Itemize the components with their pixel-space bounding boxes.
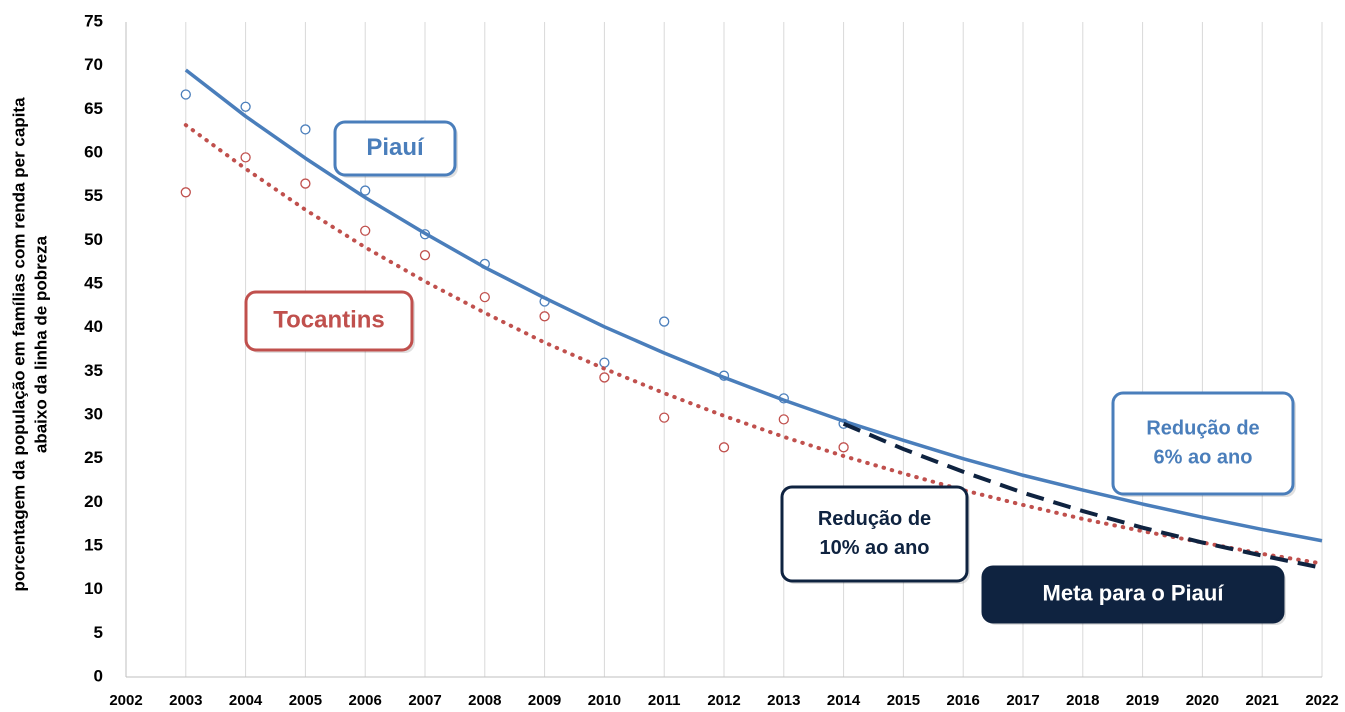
x-tick-label: 2019	[1126, 692, 1159, 709]
annotation: Redução de 10% ao ano	[780, 485, 970, 584]
annotation-text: Tocantins	[273, 306, 385, 333]
x-tick-label: 2018	[1066, 692, 1099, 709]
y-tick-label: 65	[84, 99, 103, 118]
y-tick-label: 25	[84, 448, 103, 467]
x-tick-label: 2006	[349, 692, 382, 709]
y-tick-label: 70	[84, 55, 103, 74]
x-tick-label: 2010	[588, 692, 621, 709]
annotation-box	[1111, 391, 1295, 496]
x-tick-label: 2007	[408, 692, 441, 709]
data-point	[659, 316, 670, 327]
y-tick-label: 40	[84, 317, 103, 336]
data-point	[180, 187, 191, 198]
trend-line	[183, 123, 1324, 566]
y-tick-label: 5	[94, 623, 103, 642]
x-tick-label: 2002	[109, 692, 142, 709]
annotation-box	[244, 290, 414, 352]
y-tick-label: 20	[84, 492, 103, 511]
annotation-box	[981, 565, 1285, 624]
x-tick-label: 2013	[767, 692, 800, 709]
y-tick-label: 0	[94, 666, 103, 685]
data-point	[240, 152, 251, 163]
data-point	[360, 185, 371, 196]
y-tick-label: 30	[84, 404, 103, 423]
y-tick-label: 35	[84, 361, 103, 380]
annotation-box	[780, 485, 969, 583]
x-tick-label: 2021	[1246, 692, 1279, 709]
data-point	[659, 412, 670, 423]
data-point	[599, 357, 610, 368]
x-tick-label: 2012	[707, 692, 740, 709]
y-tick-label: 55	[84, 186, 103, 205]
annotation: Tocantins	[244, 290, 415, 353]
data-point	[180, 89, 191, 100]
annotation-text: 6% ao ano	[1154, 446, 1253, 468]
data-point	[419, 250, 431, 261]
x-tick-label: 2014	[827, 692, 861, 709]
data-point	[240, 101, 251, 112]
data-point	[360, 225, 371, 236]
data-point	[718, 442, 730, 453]
y-axis-label: abaixo da linha de pobreza	[31, 235, 50, 453]
x-tick-label: 2005	[289, 692, 322, 709]
trend-line	[842, 421, 1323, 570]
annotation-text: Meta para o Piauí	[1043, 580, 1225, 605]
annotation: Redução de 6% ao ano	[1111, 391, 1296, 497]
data-point	[838, 442, 849, 453]
annotation-box	[333, 120, 457, 177]
annotation: Meta para o Piauí	[981, 565, 1286, 625]
x-tick-label: 2003	[169, 692, 202, 709]
x-tick-label: 2009	[528, 692, 561, 709]
y-tick-label: 60	[84, 142, 103, 161]
y-tick-label: 15	[84, 535, 103, 554]
x-tick-label: 2020	[1186, 692, 1219, 709]
y-axis-label: porcentagem da população em famílias com…	[9, 97, 28, 592]
annotation-text: 10% ao ano	[819, 537, 929, 559]
annotation-text: Redução de	[1146, 417, 1259, 439]
x-tick-label: 2022	[1305, 692, 1338, 709]
data-point	[599, 372, 610, 383]
y-tick-label: 50	[84, 230, 103, 249]
data-point	[300, 124, 311, 135]
x-tick-label: 2008	[468, 692, 501, 709]
data-point	[539, 311, 550, 322]
x-tick-label: 2004	[229, 692, 263, 709]
annotation: Piauí	[333, 120, 458, 178]
x-tick-label: 2011	[648, 692, 681, 709]
x-tick-label: 2016	[947, 692, 980, 709]
y-tick-label: 75	[84, 11, 103, 30]
y-tick-label: 45	[84, 273, 103, 292]
trend-line	[184, 68, 1323, 543]
x-tick-label: 2017	[1006, 692, 1039, 709]
x-tick-label: 2015	[887, 692, 920, 709]
y-tick-label: 10	[84, 579, 103, 598]
data-point	[300, 178, 311, 189]
data-point	[778, 414, 789, 425]
annotation-text: Piauí	[366, 134, 425, 161]
data-point	[479, 291, 490, 303]
annotation-text: Redução de	[818, 508, 931, 530]
